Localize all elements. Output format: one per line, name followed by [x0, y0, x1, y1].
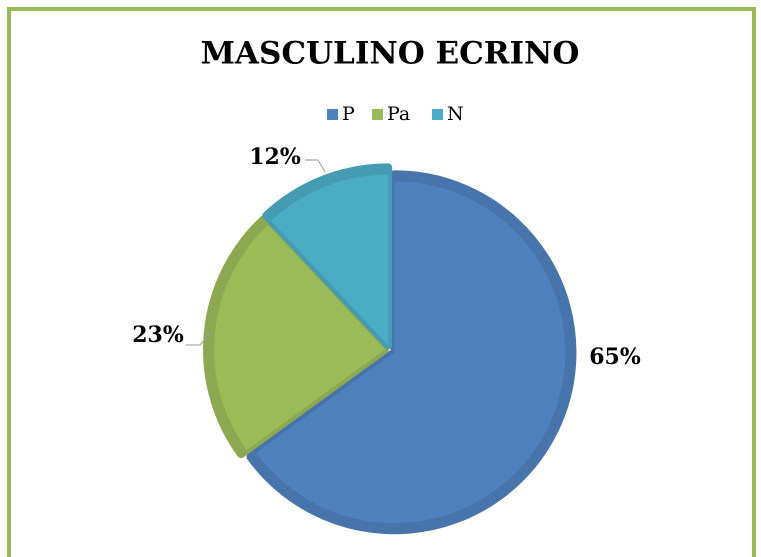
- pie-slice-face: [214, 224, 386, 450]
- legend-swatch: [327, 109, 338, 120]
- leader-line: [305, 159, 326, 173]
- legend-label: N: [447, 103, 464, 125]
- legend-label: Pa: [387, 103, 410, 125]
- legend-swatch: [372, 109, 383, 120]
- data-label: 12%: [249, 144, 301, 170]
- legend-label: P: [342, 103, 355, 125]
- leader-line: [186, 333, 211, 346]
- pie-slice-face: [256, 181, 566, 524]
- data-label: 23%: [132, 322, 184, 348]
- chart-title: MASCULINO ECRINO: [201, 36, 580, 72]
- legend-swatch: [432, 109, 443, 120]
- data-label: 65%: [589, 344, 641, 370]
- pie-slice-face: [271, 174, 389, 346]
